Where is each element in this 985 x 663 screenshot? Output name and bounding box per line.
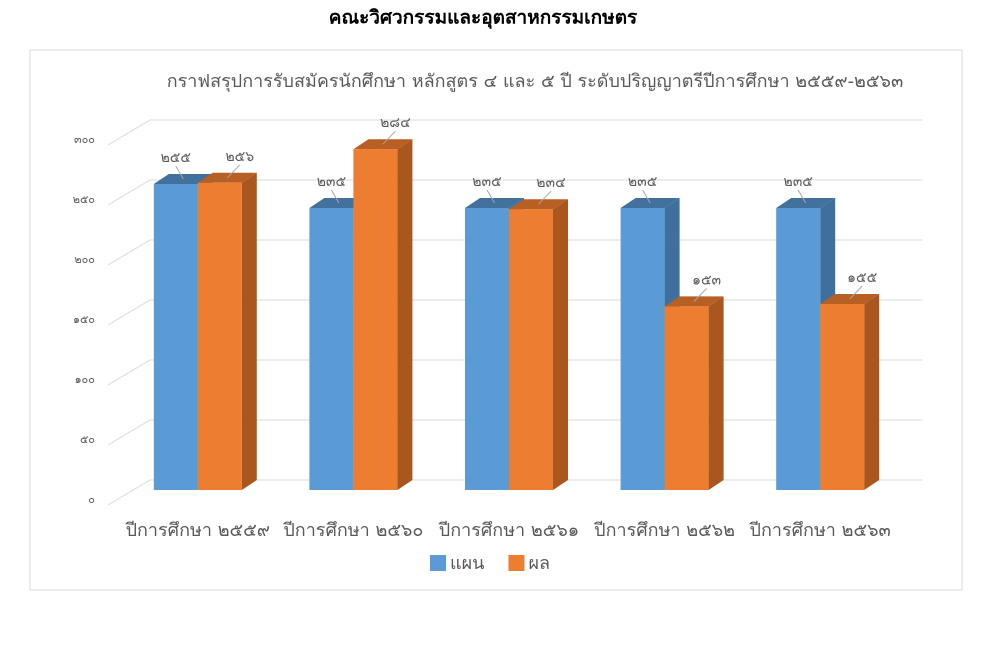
bar-side bbox=[708, 296, 724, 490]
data-label: ๒๓๕ bbox=[783, 174, 812, 190]
leader-line bbox=[693, 288, 707, 302]
page-title: คณะวิศวกรรมและอุตสาหกรรมเกษตร bbox=[329, 7, 638, 30]
y-tick-label: ๑๕๐ bbox=[73, 313, 95, 326]
grid-line-side bbox=[107, 299, 151, 326]
data-label: ๒๓๕ bbox=[317, 174, 346, 190]
bar bbox=[820, 304, 865, 490]
leader-line bbox=[642, 189, 651, 204]
grid-line-side bbox=[107, 419, 151, 446]
y-tick-label: ๑๐๐ bbox=[75, 373, 95, 386]
bar bbox=[620, 208, 665, 490]
legend-swatch bbox=[430, 555, 446, 571]
data-label: ๑๕๕ bbox=[847, 270, 877, 286]
leader-line bbox=[382, 130, 396, 145]
y-tick-label: ๒๐๐ bbox=[74, 253, 95, 266]
leader-line bbox=[538, 190, 552, 205]
legend-label: ผล bbox=[528, 553, 550, 574]
x-tick-label: ปีการศึกษา ๒๕๕๙ bbox=[125, 520, 270, 541]
bar-top bbox=[197, 172, 257, 183]
y-tick-label: ๒๕๐ bbox=[73, 193, 95, 206]
chart-title: กราฟสรุปการรับสมัครนักศึกษา หลักสูตร ๔ แ… bbox=[167, 71, 904, 92]
y-tick-label: ๐ bbox=[88, 493, 95, 506]
bar bbox=[509, 209, 553, 490]
bar bbox=[197, 182, 242, 491]
bar-side bbox=[397, 139, 413, 490]
y-tick-label: ๕๐ bbox=[80, 433, 95, 446]
data-label: ๑๕๓ bbox=[692, 272, 721, 288]
leader-line bbox=[330, 189, 340, 204]
leader-line bbox=[849, 285, 863, 300]
data-label: ๒๓๔ bbox=[536, 175, 565, 191]
data-label: ๒๕๖ bbox=[225, 149, 254, 165]
grid-line-side bbox=[107, 479, 151, 506]
bar bbox=[664, 306, 709, 490]
legend-swatch bbox=[508, 555, 525, 571]
bar-side bbox=[864, 294, 880, 490]
grid-line-side bbox=[107, 119, 151, 146]
bar-side bbox=[241, 172, 257, 491]
grid-line-side bbox=[107, 359, 151, 386]
x-tick-label: ปีการศึกษา ๒๕๖๒ bbox=[594, 520, 735, 541]
bar bbox=[465, 208, 509, 490]
y-tick-label: ๓๐๐ bbox=[74, 133, 95, 146]
x-tick-label: ปีการศึกษา ๒๕๖๐ bbox=[283, 520, 423, 541]
bar-side bbox=[553, 199, 568, 490]
data-label: ๒๕๕ bbox=[161, 150, 191, 166]
bar bbox=[153, 184, 198, 490]
data-label: ๒๘๔ bbox=[380, 115, 411, 131]
leader-line bbox=[175, 165, 184, 180]
grid-line-side bbox=[107, 179, 151, 206]
bar bbox=[776, 208, 821, 490]
grid-line-side bbox=[107, 239, 151, 266]
bar bbox=[353, 149, 398, 490]
leader-line bbox=[486, 189, 495, 204]
leader-line bbox=[797, 189, 807, 204]
legend-label: แผน bbox=[450, 553, 484, 574]
data-label: ๒๓๕ bbox=[472, 174, 501, 190]
x-tick-label: ปีการศึกษา ๒๕๖๓ bbox=[749, 520, 891, 541]
x-tick-label: ปีการศึกษา ๒๕๖๑ bbox=[438, 520, 579, 541]
leader-line bbox=[226, 164, 241, 179]
bar bbox=[309, 208, 354, 490]
data-label: ๒๓๕ bbox=[628, 174, 657, 190]
